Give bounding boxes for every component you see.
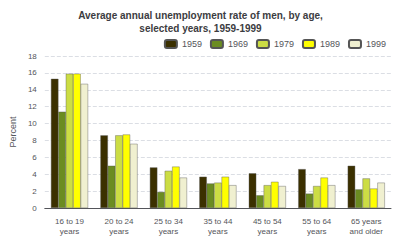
svg-text:1969: 1969 bbox=[228, 39, 248, 49]
svg-text:1959: 1959 bbox=[182, 39, 202, 49]
svg-text:14: 14 bbox=[28, 85, 37, 94]
svg-text:1979: 1979 bbox=[274, 39, 294, 49]
svg-text:Average annual unemployment ra: Average annual unemployment rate of men,… bbox=[78, 10, 323, 21]
svg-text:16 to 19: 16 to 19 bbox=[55, 217, 84, 226]
svg-text:years: years bbox=[208, 227, 228, 236]
svg-text:Percent: Percent bbox=[8, 116, 18, 148]
svg-text:6: 6 bbox=[32, 153, 37, 162]
svg-text:20 to 24: 20 to 24 bbox=[105, 217, 134, 226]
svg-text:4: 4 bbox=[32, 170, 37, 179]
svg-text:1999: 1999 bbox=[366, 39, 386, 49]
svg-text:65 years: 65 years bbox=[351, 217, 382, 226]
svg-text:years: years bbox=[60, 227, 80, 236]
svg-text:years: years bbox=[307, 227, 327, 236]
svg-text:10: 10 bbox=[28, 119, 37, 128]
svg-text:selected years, 1959-1999: selected years, 1959-1999 bbox=[139, 23, 262, 34]
svg-text:years: years bbox=[109, 227, 129, 236]
svg-text:55 to 64: 55 to 64 bbox=[302, 217, 331, 226]
svg-text:35 to 44: 35 to 44 bbox=[203, 217, 232, 226]
svg-text:8: 8 bbox=[32, 136, 37, 145]
svg-text:2: 2 bbox=[32, 187, 37, 196]
svg-text:0: 0 bbox=[32, 204, 37, 213]
svg-text:12: 12 bbox=[28, 102, 37, 111]
svg-text:45 to 54: 45 to 54 bbox=[253, 217, 282, 226]
svg-text:and older: and older bbox=[350, 227, 384, 236]
svg-text:25 to 34: 25 to 34 bbox=[154, 217, 183, 226]
svg-text:years: years bbox=[159, 227, 179, 236]
svg-text:18: 18 bbox=[28, 52, 37, 61]
svg-text:1989: 1989 bbox=[320, 39, 340, 49]
svg-text:years: years bbox=[258, 227, 278, 236]
svg-text:16: 16 bbox=[28, 68, 37, 77]
